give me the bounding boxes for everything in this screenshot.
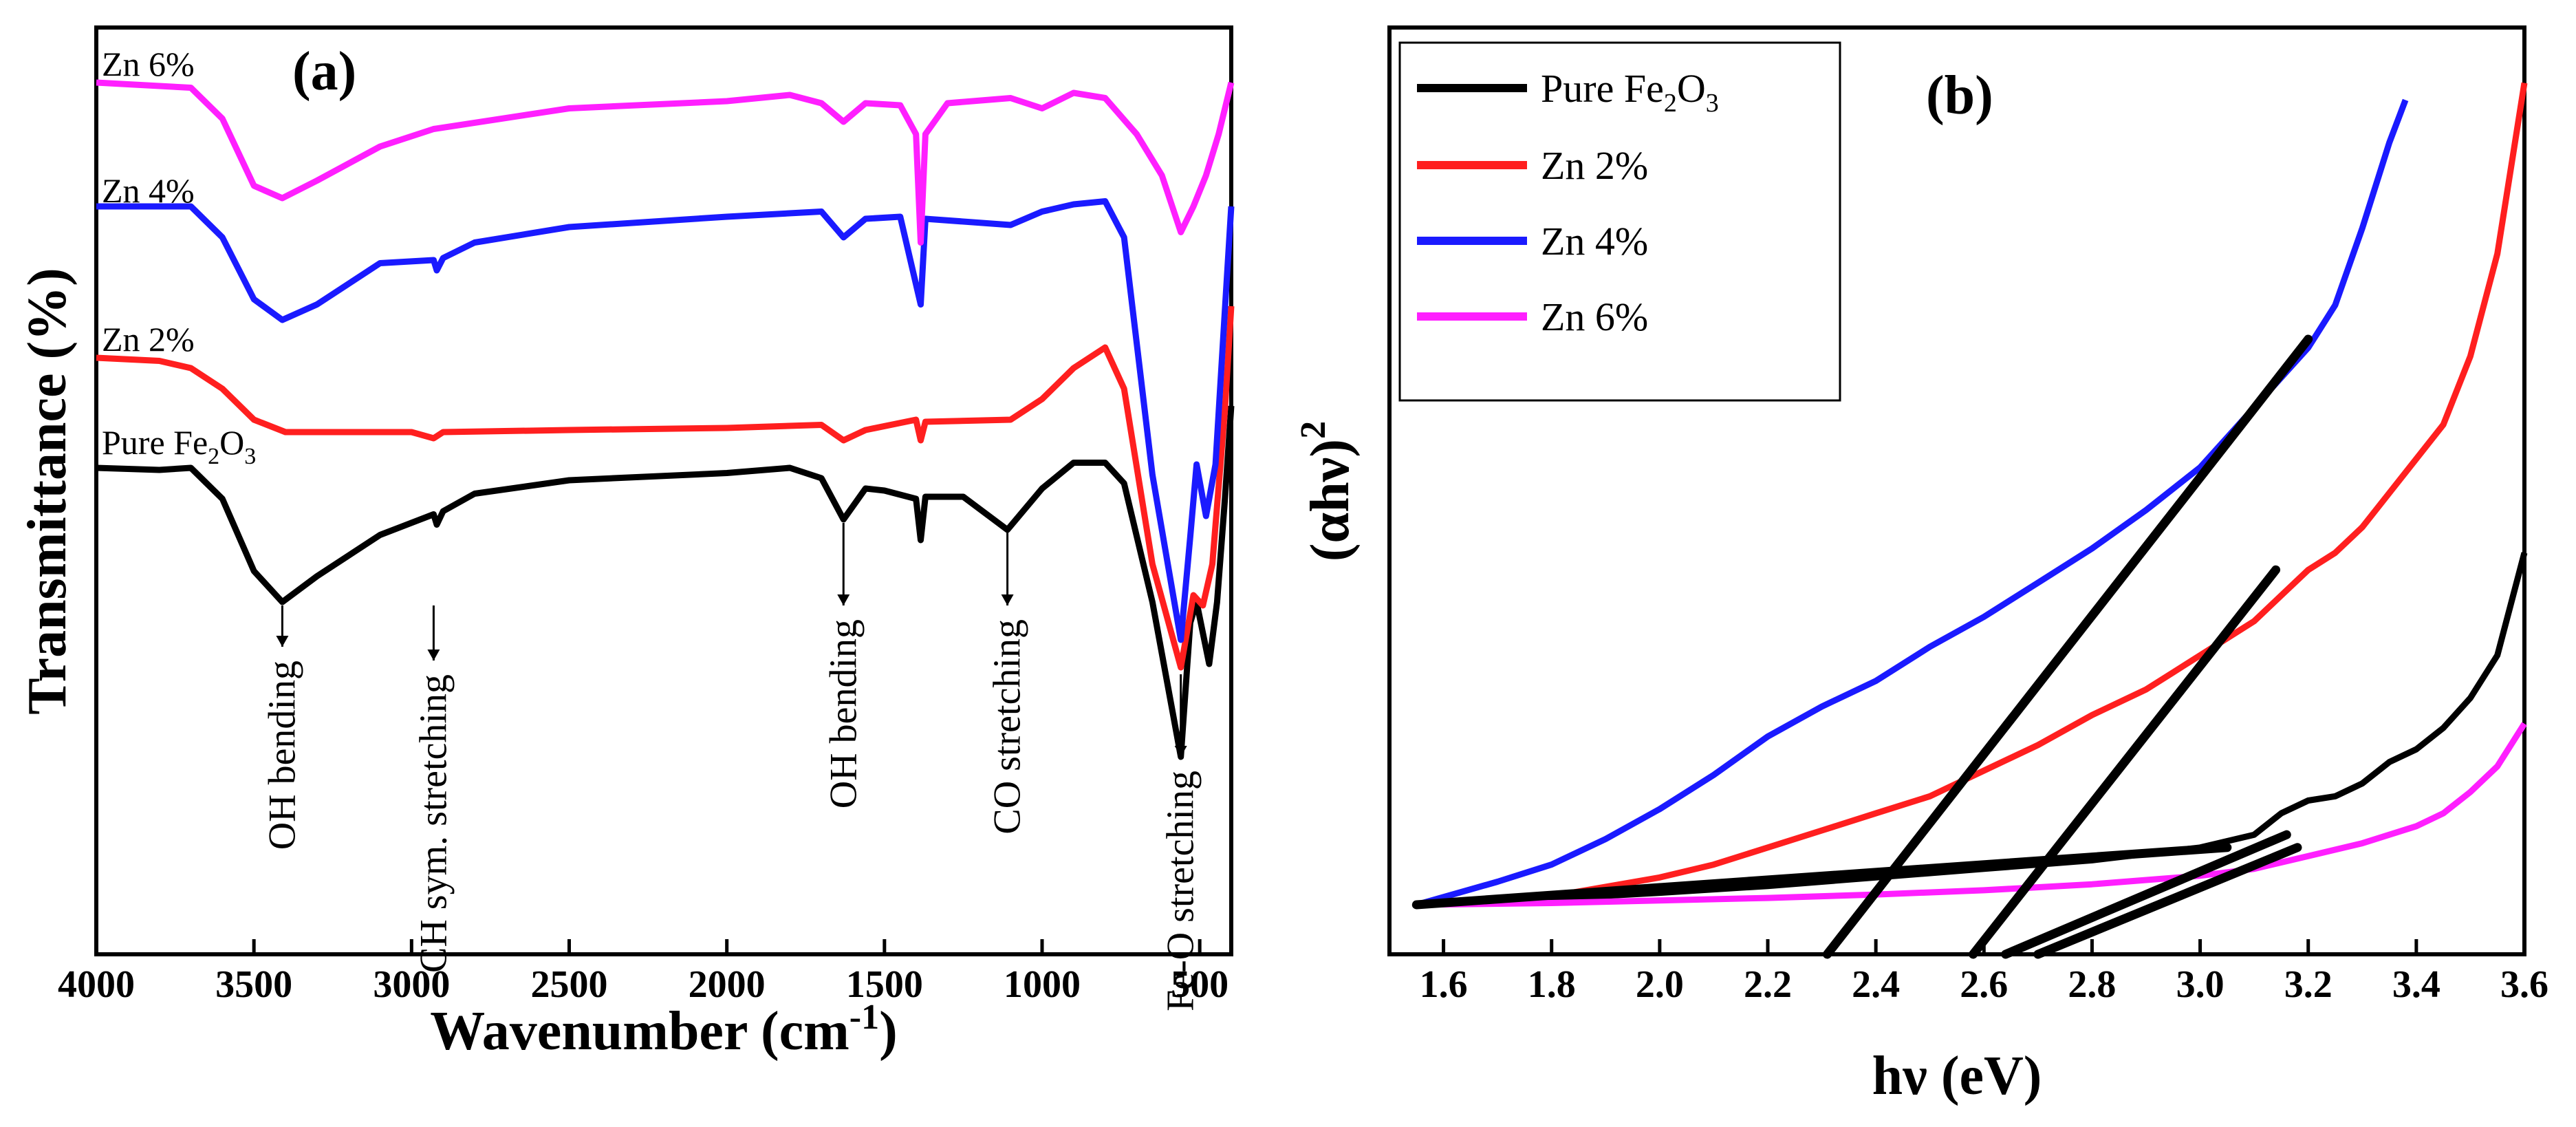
panel-a-x-ticks: 4000 3500 3000 2500 2000 1500 1000 500	[58, 939, 1229, 1006]
panel-a-y-axis-title: Transmittance (%)	[17, 268, 78, 715]
panel-b-x-tick-label: 3.0	[2176, 963, 2225, 1006]
panel-b-x-tick-label: 1.8	[1528, 963, 1576, 1006]
panel-a-x-tick-label: 1000	[1004, 963, 1081, 1006]
panel-a-x-tick-label: 1500	[846, 963, 923, 1006]
panel-b-x-axis-title: hν (eV)	[1872, 1046, 2042, 1106]
panel-a-plot-frame	[94, 25, 1233, 956]
panel-b-x-tick-label: 2.6	[1960, 963, 2008, 1006]
panel-a-series-line	[96, 198, 1235, 643]
panel-b-y-axis-title: (αhν)2	[1294, 421, 1361, 561]
panel-b-x-tick-label: 2.0	[1636, 963, 1684, 1006]
panel-a-series-label-zn6: Zn 6%	[102, 45, 195, 83]
panel-a-series	[96, 79, 1235, 760]
panel-b-tauc-fit-line	[2033, 843, 2302, 959]
panel-b-plot-frame	[1387, 25, 2526, 956]
panel-b-tauc-fit-line	[1411, 843, 2232, 910]
panel-b-series-line	[1416, 98, 2409, 908]
panel-b-x-tick-label: 2.4	[1852, 963, 1900, 1006]
panel-b-fit-lines	[1411, 334, 2313, 959]
panel-b-x-tick-label: 2.2	[1744, 963, 1792, 1006]
panel-a-series-line	[96, 79, 1235, 246]
panel-a-annotation-arrowhead	[837, 594, 850, 605]
panel-b: 1.6 1.8 2.0 2.2 2.4 2.6 2.8 3.0 3.2 3.4 3.6 (b) Pu…	[1294, 25, 2548, 1106]
panel-a-x-tick-label: 500	[1171, 963, 1229, 1006]
panel-a-annotation-label: Fe-O stretching	[1160, 771, 1202, 1011]
panel-a-annotation-arrowhead	[427, 650, 440, 661]
panel-a: 4000 3500 3000 2500 2000 1500 1000 500 OH bendi…	[17, 25, 1235, 1062]
panel-b-x-tick-label: 1.6	[1420, 963, 1468, 1006]
panel-a-x-tick-label: 3500	[215, 963, 292, 1006]
panel-b-x-tick-label: 3.6	[2500, 963, 2548, 1006]
panel-b-label: (b)	[1926, 65, 1993, 126]
panel-a-annotation-label: CH sym. stretching	[412, 674, 455, 973]
panel-a-x-tick-label: 2500	[531, 963, 608, 1006]
panel-a-annotation-arrowhead	[1174, 746, 1187, 757]
panel-a-annotation-label: CO stretching	[986, 619, 1029, 835]
panel-a-annotation-label: OH bending	[261, 661, 303, 850]
panel-b-tauc-fit-line	[1822, 334, 2313, 959]
panel-a-annotation-arrowhead	[1001, 594, 1014, 605]
panel-a-series-label-zn2: Zn 2%	[102, 320, 195, 358]
panel-a-x-tick-label: 2000	[689, 963, 766, 1006]
panel-b-tauc-fit-line	[2001, 830, 2291, 959]
legend-frame	[1398, 41, 1841, 402]
legend-label-zn2: Zn 2%	[1541, 143, 1648, 188]
panel-a-x-tick-label: 4000	[58, 963, 135, 1006]
panel-a-annotations: OH bending CH sym. stretching OH bending CO…	[261, 523, 1202, 1011]
panel-a-annotation-label: OH bending	[822, 619, 865, 808]
panel-b-series-line	[1416, 82, 2528, 908]
panel-b-x-tick-label: 3.4	[2392, 963, 2440, 1006]
panel-a-series-line	[96, 405, 1235, 760]
panel-b-x-ticks: 1.6 1.8 2.0 2.2 2.4 2.6 2.8 3.0 3.2 3.4 3.6	[1420, 939, 2548, 1006]
panel-a-series-label-zn4: Zn 4%	[102, 171, 195, 210]
panel-b-series-line	[1416, 552, 2528, 908]
panel-b-legend: Pure Fe2O3 Zn 2% Zn 4% Zn 6%	[1398, 41, 1841, 402]
legend-label-pure: Pure Fe2O3	[1541, 66, 1719, 118]
panel-a-annotation-arrowhead	[276, 636, 289, 647]
legend-label-zn6: Zn 6%	[1541, 294, 1648, 339]
panel-b-tauc-fit-line	[1969, 565, 2281, 959]
panel-a-label: (a)	[292, 41, 356, 102]
panel-a-series-line	[96, 305, 1235, 671]
panel-a-x-axis-title: Wavenumber (cm-1)	[430, 998, 898, 1062]
panel-a-series-label-pure: Pure Fe2O3	[102, 423, 256, 469]
panel-a-x-tick-label: 3000	[373, 963, 450, 1006]
panel-b-x-tick-label: 3.2	[2284, 963, 2333, 1006]
panel-b-series-line	[1416, 722, 2527, 908]
panel-b-x-tick-label: 2.8	[2068, 963, 2116, 1006]
legend-label-zn4: Zn 4%	[1541, 219, 1648, 264]
